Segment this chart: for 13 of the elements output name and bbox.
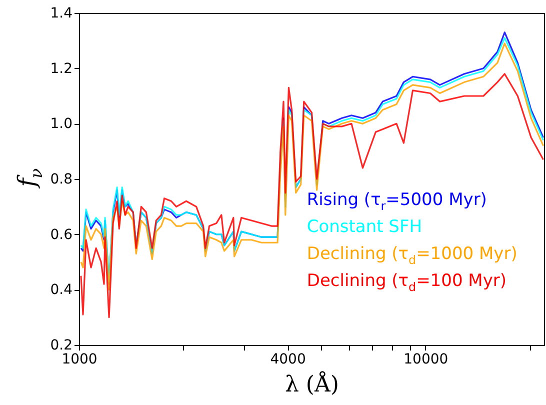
x-tick-label: 1000 <box>62 352 98 368</box>
series-label: Constant SFH <box>306 216 422 237</box>
x-tick-label: 4000 <box>270 352 306 368</box>
y-tick-label: 1.4 <box>50 6 73 22</box>
x-tick-label: 10000 <box>404 352 448 368</box>
y-tick-label: 0.8 <box>50 172 72 188</box>
y-tick-label: 0.6 <box>50 226 73 243</box>
y-tick-label: 1.0 <box>50 116 72 132</box>
y-axis-title: fν <box>13 168 46 189</box>
x-axis-title: λ (Å) <box>285 370 339 398</box>
y-tick-label: 0.2 <box>50 338 72 354</box>
y-tick-label: 0.4 <box>50 282 73 298</box>
y-tick-label: 1.2 <box>50 60 72 77</box>
